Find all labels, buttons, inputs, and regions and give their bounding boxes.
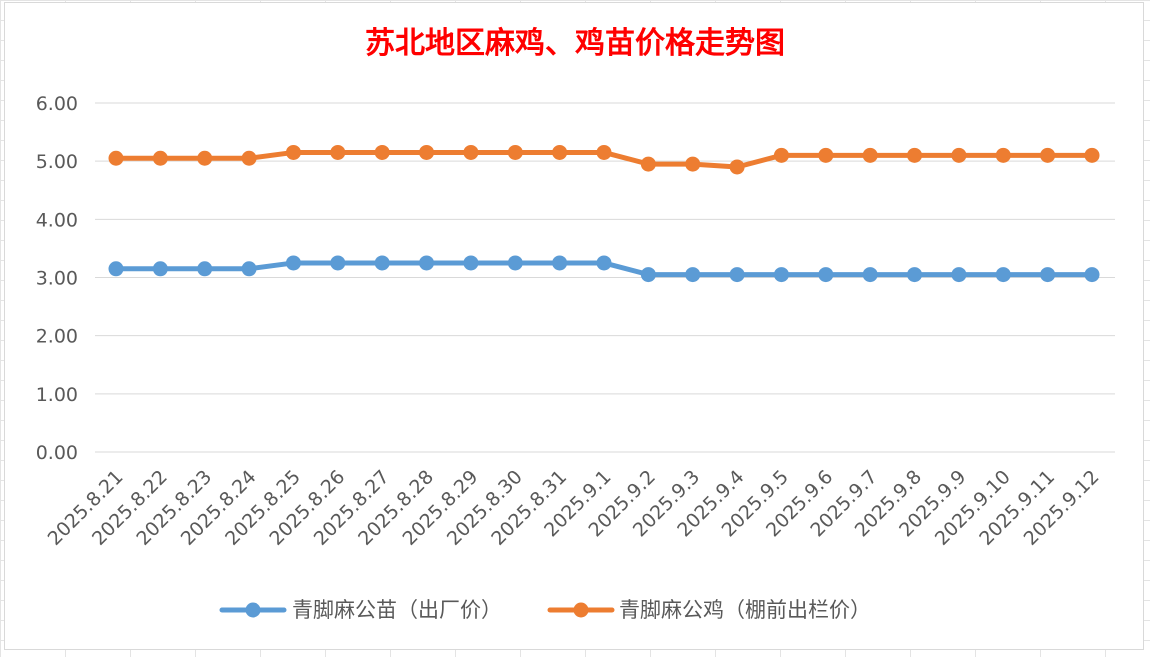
chart-area[interactable]: [4, 2, 1144, 650]
data-point[interactable]: [552, 144, 568, 160]
data-point[interactable]: [995, 267, 1011, 283]
data-point[interactable]: [152, 261, 168, 277]
data-point[interactable]: [995, 147, 1011, 163]
y-tick-label: 4.00: [36, 209, 78, 231]
y-tick-label: 5.00: [36, 151, 78, 173]
data-point[interactable]: [419, 255, 435, 271]
data-point[interactable]: [729, 159, 745, 175]
data-point[interactable]: [1040, 267, 1056, 283]
data-point[interactable]: [108, 150, 124, 166]
data-point[interactable]: [685, 267, 701, 283]
data-point[interactable]: [729, 267, 745, 283]
data-point[interactable]: [285, 255, 301, 271]
legend[interactable]: 青脚麻公苗（出厂价） 青脚麻公鸡（棚前出栏价）: [219, 598, 871, 622]
y-tick-label: 3.00: [36, 268, 78, 290]
data-point[interactable]: [951, 267, 967, 283]
data-point[interactable]: [463, 144, 479, 160]
data-point[interactable]: [818, 147, 834, 163]
legend-label: 青脚麻公苗（出厂价）: [292, 598, 502, 622]
legend-dot-marker: [245, 602, 261, 618]
y-tick-label: 6.00: [36, 93, 78, 115]
y-tick-label: 0.00: [36, 442, 78, 464]
data-point[interactable]: [596, 144, 612, 160]
data-point[interactable]: [640, 156, 656, 172]
data-point[interactable]: [507, 255, 523, 271]
data-point[interactable]: [907, 267, 923, 283]
data-point[interactable]: [241, 150, 257, 166]
data-point[interactable]: [640, 267, 656, 283]
x-axis-ticks: 2025.8.212025.8.222025.8.232025.8.242025…: [44, 466, 1104, 550]
gridlines: [95, 102, 1115, 453]
y-tick-label: 2.00: [36, 326, 78, 348]
data-point[interactable]: [907, 147, 923, 163]
legend-dot-marker: [573, 602, 589, 618]
data-point[interactable]: [507, 144, 523, 160]
data-point[interactable]: [419, 144, 435, 160]
data-point[interactable]: [197, 150, 213, 166]
data-point[interactable]: [374, 144, 390, 160]
data-point[interactable]: [108, 261, 124, 277]
data-point[interactable]: [685, 156, 701, 172]
data-point[interactable]: [1084, 147, 1100, 163]
y-tick-label: 1.00: [36, 384, 78, 406]
chart-title: 苏北地区麻鸡、鸡苗价格走势图: [365, 26, 785, 61]
data-point[interactable]: [330, 255, 346, 271]
data-point[interactable]: [241, 261, 257, 277]
series-lines[interactable]: [108, 144, 1100, 283]
data-point[interactable]: [1084, 267, 1100, 283]
data-point[interactable]: [197, 261, 213, 277]
data-point[interactable]: [773, 267, 789, 283]
legend-item[interactable]: 青脚麻公苗（出厂价）: [219, 598, 502, 622]
data-point[interactable]: [552, 255, 568, 271]
y-axis-ticks: 0.00 1.00 2.00 3.00 4.00 5.00 6.00: [36, 93, 78, 464]
data-point[interactable]: [330, 144, 346, 160]
data-point[interactable]: [285, 144, 301, 160]
data-point[interactable]: [862, 267, 878, 283]
series-1[interactable]: [108, 255, 1100, 283]
data-point[interactable]: [596, 255, 612, 271]
legend-label: 青脚麻公鸡（棚前出栏价）: [619, 598, 871, 622]
data-point[interactable]: [773, 147, 789, 163]
data-point[interactable]: [818, 267, 834, 283]
data-point[interactable]: [463, 255, 479, 271]
data-point[interactable]: [1040, 147, 1056, 163]
data-point[interactable]: [951, 147, 967, 163]
data-point[interactable]: [152, 150, 168, 166]
legend-item[interactable]: 青脚麻公鸡（棚前出栏价）: [547, 598, 871, 622]
data-point[interactable]: [374, 255, 390, 271]
data-point[interactable]: [862, 147, 878, 163]
series-2[interactable]: [108, 144, 1100, 175]
